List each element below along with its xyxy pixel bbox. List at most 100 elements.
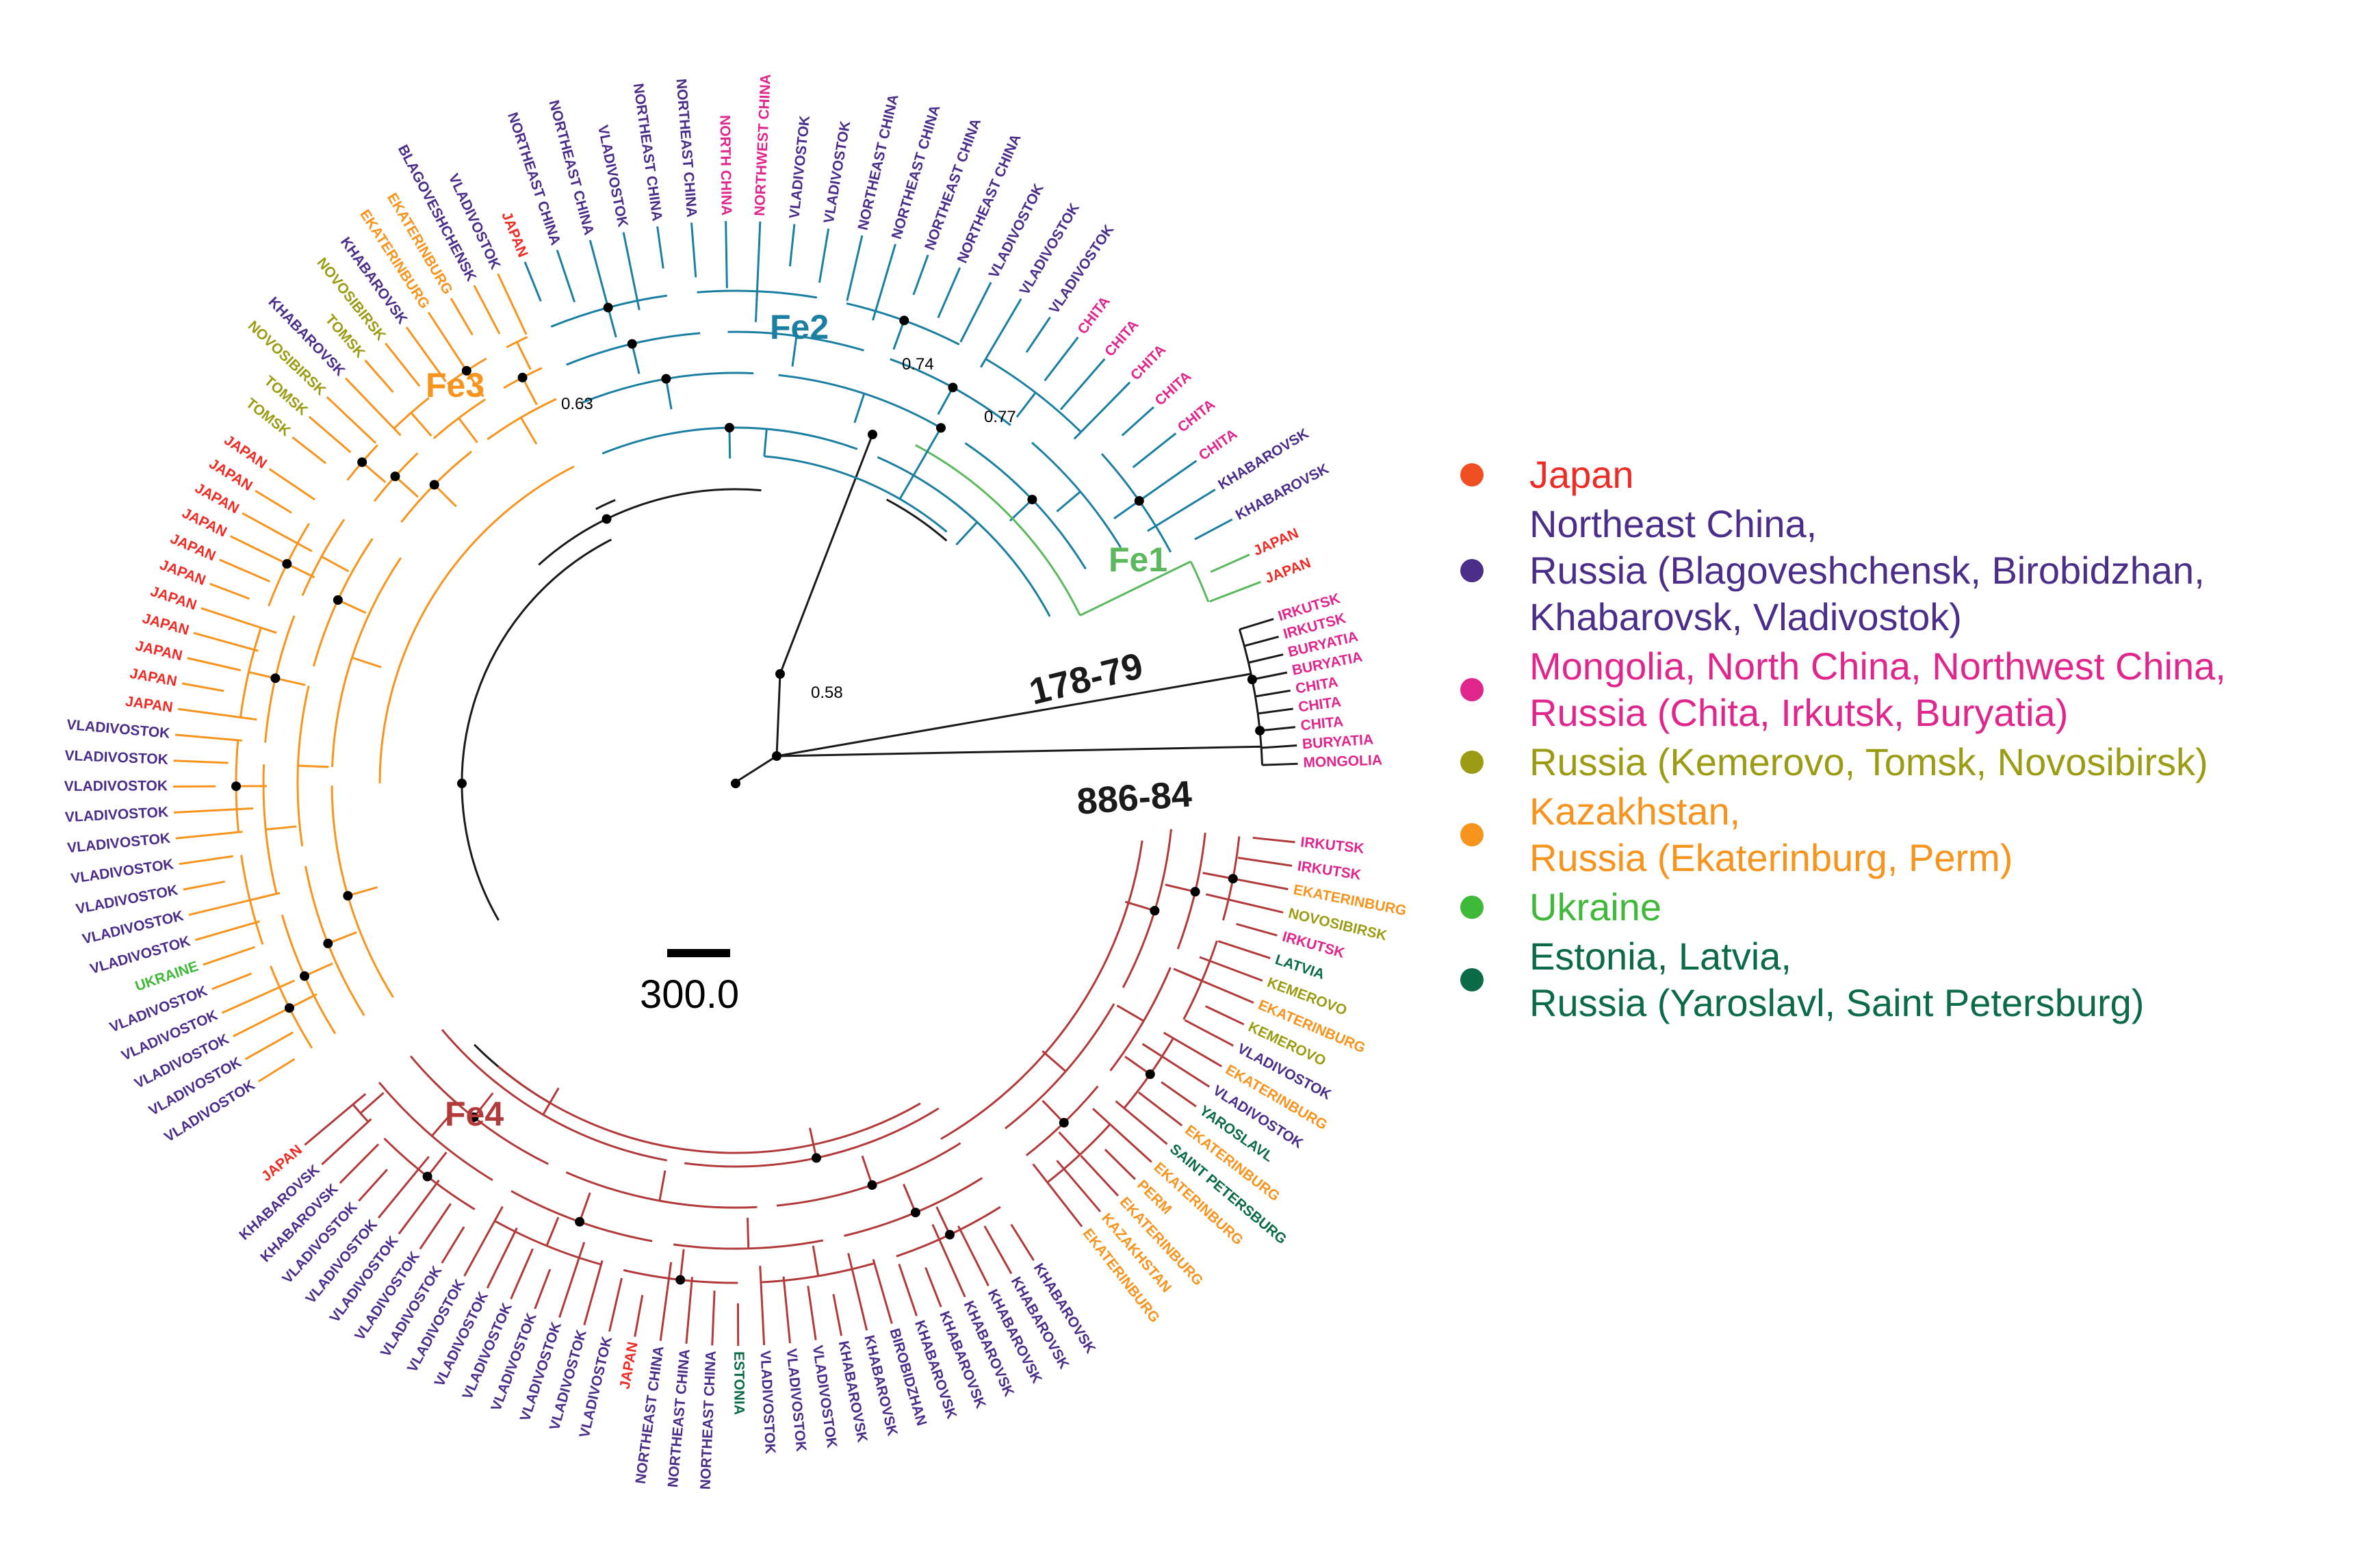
tip-label: VLADIVOSTOK xyxy=(70,857,174,887)
tip-branch xyxy=(656,226,664,269)
tip-branch xyxy=(872,244,896,321)
bootstrap-node xyxy=(1150,905,1160,915)
clade-stem xyxy=(1042,1050,1067,1072)
bootstrap-node xyxy=(284,1003,294,1013)
tip-branch xyxy=(782,1276,791,1344)
tip-label: IRKUTSK xyxy=(1297,858,1362,883)
clade-stem xyxy=(516,341,532,370)
backbone-arc xyxy=(461,538,612,921)
legend-swatch-icon xyxy=(1460,968,1484,991)
clade-stem xyxy=(607,307,617,338)
tip-branch xyxy=(326,396,376,444)
legend-swatch-icon xyxy=(1460,896,1484,919)
clade-stem xyxy=(359,1092,385,1115)
bootstrap-node xyxy=(231,781,242,792)
clade-stem xyxy=(465,370,484,398)
clade-arc xyxy=(487,398,557,441)
legend-text: Japan xyxy=(1529,453,1634,496)
bootstrap-node xyxy=(1228,874,1238,884)
clade-arc xyxy=(1005,1003,1115,1130)
tip-branch xyxy=(622,232,641,311)
tip-label: VLADIVOSTOK xyxy=(595,124,631,229)
clade-stem xyxy=(289,993,318,1009)
tip-branch xyxy=(174,733,242,742)
tip-label: JAPAN xyxy=(168,531,218,564)
tip-label: VLADIVOSTOK xyxy=(66,717,170,742)
clade-stem xyxy=(433,484,457,508)
tip-branch xyxy=(898,1264,918,1316)
legend-text: Russia (Blagoveshchensk, Birobidzhan, xyxy=(1529,549,2205,592)
bootstrap-node xyxy=(323,938,333,948)
tip-branch xyxy=(1259,726,1296,732)
tip-label: NORTH CHINA xyxy=(716,115,734,216)
fe2-base-arc xyxy=(764,455,948,533)
tip-branch xyxy=(308,415,352,454)
bootstrap-node xyxy=(270,673,281,684)
tip-branch xyxy=(980,298,1022,368)
tip-branch xyxy=(690,222,697,278)
clade-stem xyxy=(1173,967,1203,982)
tip-label: JAPAN xyxy=(1251,525,1301,559)
clade-stem xyxy=(304,962,333,977)
legend-text: Kazakhstan, xyxy=(1529,790,1741,833)
clade-stem xyxy=(458,417,478,443)
support-value-fe2-fe1: 0.77 xyxy=(984,408,1016,426)
clade-stem xyxy=(545,1217,560,1247)
tip-branch xyxy=(292,436,327,465)
outgroup-label-886-84: 886-84 xyxy=(1076,773,1193,822)
tip-label: JAPAN xyxy=(129,666,179,690)
tip-label: JAPAN xyxy=(1263,555,1312,586)
phylogenetic-tree: JAPAN NORTHEAST CHINA NORTHEAST CHINA VLADI… xyxy=(64,74,1408,1490)
fe1-arc xyxy=(915,444,1081,616)
legend-text: Russia (Ekaterinburg, Perm) xyxy=(1529,836,2013,879)
legend-entry: Ukraine xyxy=(1444,884,2375,931)
legend-entry: Kazakhstan, Russia (Ekaterinburg, Perm) xyxy=(1444,788,2375,881)
clade-stem xyxy=(426,1152,448,1178)
tip-label: VLADIVOSTOK xyxy=(786,115,813,220)
clade-label-fe4: Fe4 xyxy=(445,1095,504,1133)
tip-branch xyxy=(242,512,313,553)
tip-branch xyxy=(685,1277,693,1344)
tip-label: NORTHEAST CHINA xyxy=(855,93,902,232)
bootstrap-node xyxy=(1134,496,1144,506)
tip-branch xyxy=(788,224,796,267)
scale-bar xyxy=(667,949,730,957)
tip-label: CHITA xyxy=(1196,426,1240,464)
tip-branch xyxy=(1104,1148,1136,1180)
legend-text: Ukraine xyxy=(1529,885,1661,928)
tip-label: CHITA xyxy=(1175,397,1218,436)
tip-branch xyxy=(659,1262,673,1341)
tip-branch xyxy=(1209,581,1261,603)
clade-stem xyxy=(298,764,329,768)
tip-branch xyxy=(181,682,224,692)
legend-swatch-icon xyxy=(1460,463,1484,486)
legend-text: Russia (Yaroslavl, Saint Petersburg) xyxy=(1529,981,2145,1024)
clade-label-fe2: Fe2 xyxy=(770,308,829,346)
clade-stem xyxy=(935,1206,951,1236)
tip-label: JAPAN xyxy=(179,505,229,540)
tip-branch xyxy=(959,281,992,343)
tip-label: NORTHEAST CHINA xyxy=(633,1345,667,1485)
clade-stem xyxy=(1124,900,1155,912)
clade-stem xyxy=(361,461,387,483)
clade-stem xyxy=(327,931,357,945)
legend-entry: Northeast China, Russia (Blagoveshchensk,… xyxy=(1444,501,2375,640)
bootstrap-node xyxy=(775,669,785,679)
tip-branch xyxy=(937,267,961,319)
tip-branch xyxy=(634,1295,644,1337)
bootstrap-node xyxy=(469,1112,479,1122)
legend-entry: Mongolia, North China, Northwest China, R… xyxy=(1444,643,2375,736)
tip-label: VLADIVOSTOK xyxy=(810,1344,840,1449)
clade-stem xyxy=(1016,391,1037,418)
tip-label: NORTHEAST CHINA xyxy=(673,78,699,218)
clade-stem xyxy=(1202,872,1234,880)
bootstrap-node xyxy=(772,751,781,761)
bootstrap-node xyxy=(422,1171,432,1182)
fe1-stem xyxy=(1079,560,1191,616)
clade-stem xyxy=(631,343,641,374)
bootstrap-node xyxy=(390,471,400,482)
bootstrap-node xyxy=(517,372,528,382)
legend-text: Russia (Kemerovo, Tomsk, Novosibirsk) xyxy=(1529,740,2208,783)
tip-branch xyxy=(725,221,728,289)
tip-branch xyxy=(193,632,259,652)
